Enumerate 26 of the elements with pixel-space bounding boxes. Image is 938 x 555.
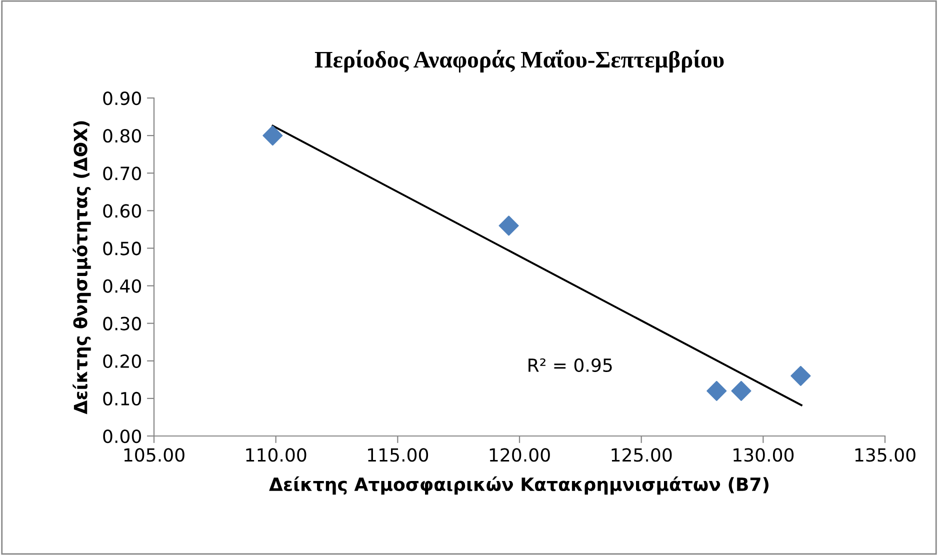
- annotation: R² = 0.95: [528, 358, 612, 372]
- y-tick-label: 0.10: [103, 392, 141, 406]
- y-tick-label: 0.20: [103, 354, 141, 368]
- chart-title: Περίοδος Αναφοράς Μαΐου-Σεπτεμβρίου: [314, 50, 724, 72]
- point: [790, 366, 811, 386]
- x-tick-label: 115.00: [368, 448, 428, 462]
- y-tick-label: 0.80: [103, 129, 141, 143]
- x-tick-label: 130.00: [734, 448, 794, 462]
- point: [498, 216, 519, 236]
- y-tick-label: 0.60: [103, 204, 141, 218]
- point: [262, 126, 283, 146]
- y-tick-label: 0.30: [103, 316, 141, 330]
- point: [731, 380, 752, 401]
- y-tick-label: 0.70: [103, 166, 141, 180]
- y-tick-label: 0.50: [103, 242, 141, 256]
- y-axis-title: Δείκτης θνησιμότητας (ΔΘΧ): [72, 121, 91, 414]
- x-tick-label: 125.00: [612, 448, 672, 462]
- y-tick-label: 0.00: [103, 429, 141, 444]
- x-tick-label: 110.00: [246, 448, 306, 462]
- x-tick-label: 120.00: [490, 448, 550, 462]
- y-tick-label: 0.40: [103, 279, 141, 293]
- x-tick-label: 105.00: [124, 448, 184, 462]
- y-tick-label: 0.90: [103, 91, 141, 106]
- x-axis-title: Δείκτης Ατμοσφαιρικών Κατακρημνισμάτων (Β7): [269, 476, 768, 495]
- x-tick-label: 135.00: [855, 448, 916, 462]
- point: [706, 380, 727, 401]
